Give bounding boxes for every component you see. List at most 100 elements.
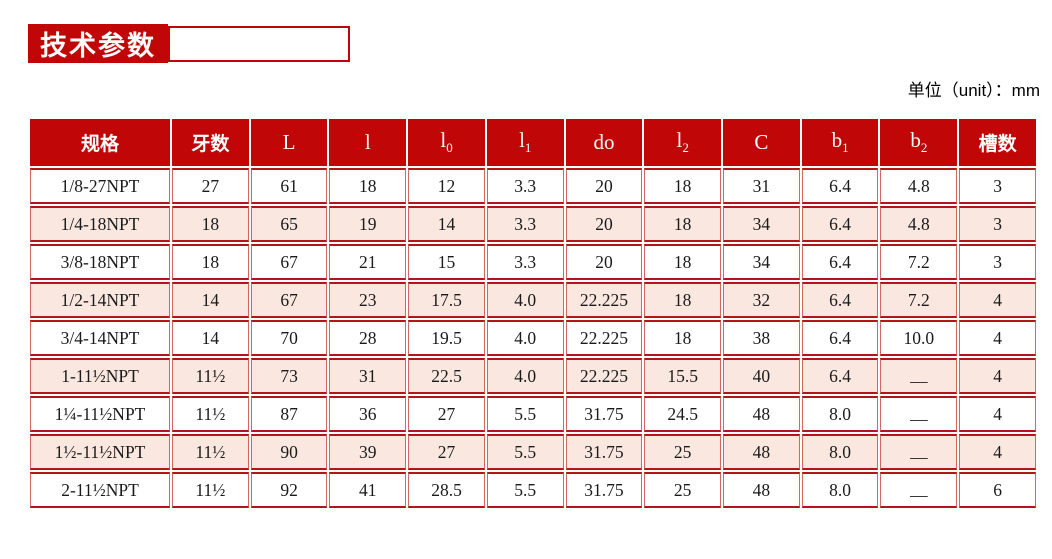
cell-b2: — — [880, 358, 958, 394]
column-header-L: L — [250, 119, 328, 166]
cell-do: 31.75 — [565, 396, 643, 432]
cell-L: 70 — [250, 320, 328, 356]
cell-C: 32 — [723, 282, 800, 318]
cell-slots: 4 — [959, 396, 1036, 432]
cell-C: 48 — [723, 472, 800, 508]
cell-l2: 18 — [644, 206, 722, 242]
cell-L: 92 — [250, 472, 328, 508]
cell-L: 65 — [250, 206, 328, 242]
table-row: 1/4-18NPT 18 65 19 14 3.3 20 18 34 6.4 4.8 3 — [30, 206, 1036, 242]
cell-slots: 4 — [959, 434, 1036, 470]
cell-slots: 3 — [959, 206, 1036, 242]
cell-b2: — — [880, 396, 958, 432]
cell-b2: — — [880, 434, 958, 470]
cell-b1: 6.4 — [801, 358, 879, 394]
cell-spec: 1¼-11½NPT — [30, 396, 170, 432]
cell-C: 40 — [723, 358, 800, 394]
cell-l: 36 — [329, 396, 407, 432]
cell-b1: 6.4 — [801, 206, 879, 242]
column-header-slots: 槽数 — [959, 119, 1036, 166]
cell-l: 19 — [329, 206, 407, 242]
cell-l2: 25 — [644, 472, 722, 508]
cell-teeth: 11½ — [172, 358, 249, 394]
cell-l2: 15.5 — [644, 358, 722, 394]
cell-spec: 3/8-18NPT — [30, 244, 170, 280]
cell-C: 34 — [723, 244, 800, 280]
cell-b1: 6.4 — [801, 282, 879, 318]
cell-spec: 1/8-27NPT — [30, 168, 170, 204]
cell-l0: 15 — [408, 244, 485, 280]
cell-l: 23 — [329, 282, 407, 318]
cell-slots: 4 — [959, 282, 1036, 318]
section-title-badge: 技术参数 — [28, 24, 168, 63]
cell-do: 20 — [565, 168, 643, 204]
cell-b1: 8.0 — [801, 472, 879, 508]
table-row: 3/4-14NPT 14 70 28 19.5 4.0 22.225 18 38 6.4 10.0 4 — [30, 320, 1036, 356]
cell-teeth: 11½ — [172, 396, 249, 432]
cell-b2: 4.8 — [880, 206, 958, 242]
cell-l: 31 — [329, 358, 407, 394]
cell-teeth: 14 — [172, 282, 249, 318]
column-header-l2: l2 — [644, 119, 722, 166]
cell-l2: 18 — [644, 168, 722, 204]
no-value-dash: — — [910, 484, 928, 505]
cell-l1: 3.3 — [486, 244, 564, 280]
cell-b2: 7.2 — [880, 282, 958, 318]
cell-l: 39 — [329, 434, 407, 470]
cell-spec: 2-11½NPT — [30, 472, 170, 508]
cell-L: 73 — [250, 358, 328, 394]
cell-l0: 19.5 — [408, 320, 485, 356]
cell-l: 18 — [329, 168, 407, 204]
cell-do: 31.75 — [565, 472, 643, 508]
column-header-teeth: 牙数 — [172, 119, 249, 166]
cell-b2: 7.2 — [880, 244, 958, 280]
cell-L: 90 — [250, 434, 328, 470]
cell-l1: 4.0 — [486, 320, 564, 356]
cell-l0: 14 — [408, 206, 485, 242]
cell-spec: 1/4-18NPT — [30, 206, 170, 242]
cell-do: 31.75 — [565, 434, 643, 470]
cell-do: 20 — [565, 244, 643, 280]
cell-teeth: 27 — [172, 168, 249, 204]
column-header-l: l — [329, 119, 407, 166]
cell-l1: 3.3 — [486, 168, 564, 204]
cell-l2: 18 — [644, 282, 722, 318]
table-row: 1½-11½NPT 11½ 90 39 27 5.5 31.75 25 48 8.0 — 4 — [30, 434, 1036, 470]
cell-l1: 4.0 — [486, 282, 564, 318]
table-row: 3/8-18NPT 18 67 21 15 3.3 20 18 34 6.4 7.2 3 — [30, 244, 1036, 280]
cell-spec: 1-11½NPT — [30, 358, 170, 394]
cell-l1: 4.0 — [486, 358, 564, 394]
no-value-dash: — — [910, 408, 928, 429]
cell-l1: 5.5 — [486, 434, 564, 470]
cell-l2: 18 — [644, 320, 722, 356]
cell-slots: 4 — [959, 358, 1036, 394]
cell-l1: 5.5 — [486, 396, 564, 432]
cell-l: 28 — [329, 320, 407, 356]
cell-b2: 10.0 — [880, 320, 958, 356]
cell-C: 31 — [723, 168, 800, 204]
cell-l2: 25 — [644, 434, 722, 470]
cell-teeth: 11½ — [172, 434, 249, 470]
no-value-dash: — — [910, 370, 928, 391]
cell-slots: 3 — [959, 168, 1036, 204]
cell-C: 34 — [723, 206, 800, 242]
cell-do: 22.225 — [565, 282, 643, 318]
cell-do: 22.225 — [565, 358, 643, 394]
cell-slots: 4 — [959, 320, 1036, 356]
cell-L: 67 — [250, 244, 328, 280]
cell-teeth: 11½ — [172, 472, 249, 508]
cell-l2: 18 — [644, 244, 722, 280]
cell-b1: 6.4 — [801, 244, 879, 280]
cell-do: 22.225 — [565, 320, 643, 356]
cell-b1: 6.4 — [801, 320, 879, 356]
cell-l0: 12 — [408, 168, 485, 204]
cell-l2: 24.5 — [644, 396, 722, 432]
cell-do: 20 — [565, 206, 643, 242]
table-row: 2-11½NPT 11½ 92 41 28.5 5.5 31.75 25 48 8.0 — 6 — [30, 472, 1036, 508]
cell-C: 38 — [723, 320, 800, 356]
table-row: 1-11½NPT 11½ 73 31 22.5 4.0 22.225 15.5 40 6.4 — 4 — [30, 358, 1036, 394]
column-header-do: do — [565, 119, 643, 166]
cell-L: 61 — [250, 168, 328, 204]
